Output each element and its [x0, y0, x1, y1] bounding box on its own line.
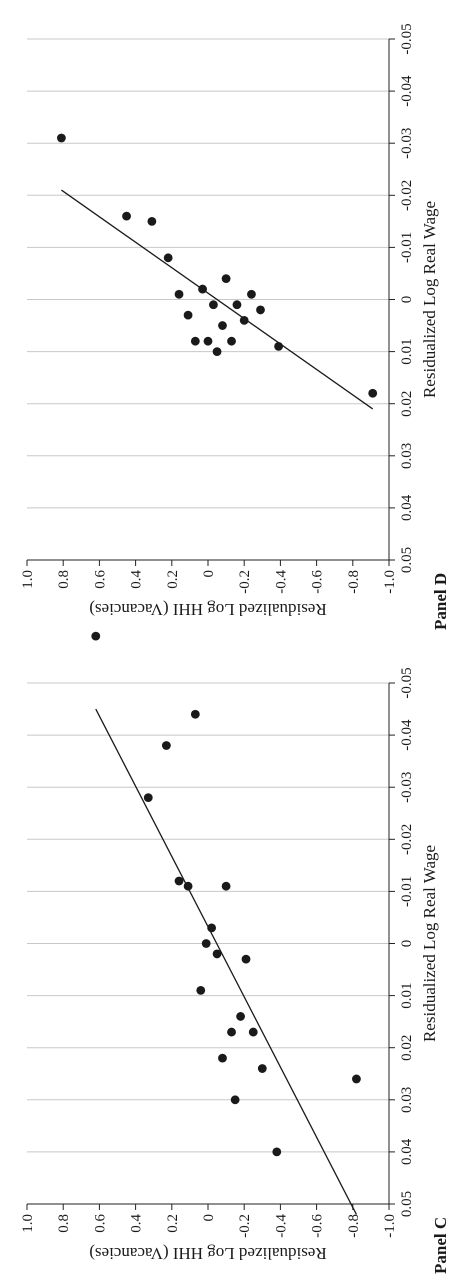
panel-title: Panel C [431, 1217, 450, 1274]
data-point [190, 709, 200, 719]
y-tick-label: -0.01 [399, 232, 415, 263]
x-tick-label: -0.2 [237, 1214, 253, 1238]
data-point [232, 300, 242, 310]
x-tick-label: -0.4 [273, 570, 289, 594]
data-point [247, 289, 256, 299]
data-point [143, 793, 153, 803]
data-point [212, 949, 222, 959]
x-tick-label: -0.4 [273, 1214, 289, 1238]
x-tick-label: 0.2 [165, 570, 181, 589]
x-tick-label: 0.8 [56, 1214, 72, 1233]
y-tick-label: -0.04 [399, 719, 415, 751]
x-tick-label: 0.6 [92, 570, 108, 589]
data-point [239, 315, 249, 325]
x-tick-label: 0.4 [129, 570, 145, 589]
x-tick-label: -1.0 [382, 1214, 398, 1238]
x-tick-label: 0.2 [165, 1214, 181, 1233]
data-point [227, 1027, 236, 1037]
x-axis-label: Residualized Log HHI (Vacancies) [89, 600, 326, 619]
data-point [183, 881, 193, 891]
y-axis-label: Residualized Log Real Wage [420, 845, 439, 1042]
x-tick-label: -0.8 [346, 1214, 362, 1238]
x-tick-label: -0.6 [310, 1214, 326, 1238]
gridlines [27, 682, 389, 1153]
x-tick-label: 1.0 [20, 1214, 36, 1233]
y-tick-label: 0.01 [399, 982, 415, 1008]
y-tick-label: -0.05 [399, 667, 415, 698]
data-point [256, 305, 265, 315]
x-axis-label: Residualized Log HHI (Vacancies) [89, 1244, 326, 1263]
y-tick-label: 0.05 [399, 1191, 415, 1217]
data-point [368, 388, 378, 398]
data-point [147, 216, 157, 226]
data-point [190, 336, 200, 346]
x-tick-label: -0.8 [346, 570, 362, 594]
data-point [236, 1012, 245, 1021]
data-point [352, 1074, 361, 1084]
data-point [91, 631, 101, 641]
y-tick-label: -0.03 [399, 128, 415, 159]
data-point [227, 336, 236, 346]
data-point [174, 289, 184, 299]
y-tick-label: 0.04 [399, 494, 415, 521]
data-point [201, 939, 211, 948]
y-tick-label: -0.05 [399, 23, 415, 54]
data-point [196, 985, 206, 995]
y-tick-label: 0 [399, 940, 415, 948]
data-point [203, 336, 213, 346]
y-tick-label: -0.01 [399, 876, 415, 907]
y-tick-label: -0.02 [399, 180, 415, 211]
y-tick-label: 0 [399, 296, 415, 304]
fit-line [95, 708, 357, 1215]
data-point [174, 876, 184, 886]
x-tick-label: -0.6 [310, 570, 326, 594]
panel-d: 0.05 0.04 0.03 0.02 0.01 0 -0.01 -0.02 -0.03 -0.0… [20, 23, 450, 630]
data-point [56, 133, 66, 143]
data-point [198, 284, 207, 294]
data-point [241, 954, 251, 964]
x-tick-label: -0.2 [237, 570, 253, 594]
data-point [218, 1053, 227, 1063]
fit-line [61, 189, 374, 410]
y-tick-label: -0.03 [399, 772, 415, 803]
data-point [212, 347, 222, 356]
x-tick-label: 0 [201, 570, 217, 578]
data-point [209, 300, 218, 310]
x-tick-label: 0.6 [92, 1214, 108, 1233]
data-point [221, 274, 231, 284]
y-tick-label: 0.03 [399, 443, 415, 469]
gridlines [27, 38, 389, 509]
panel-title: Panel D [431, 573, 450, 630]
x-tick-label: 0.4 [129, 1214, 145, 1233]
data-point [218, 321, 227, 330]
y-tick-label: 0.05 [399, 547, 415, 573]
y-tick-label: -0.04 [399, 75, 415, 107]
y-tick-label: 0.03 [399, 1087, 415, 1113]
data-point [257, 1064, 267, 1073]
data-point [183, 310, 193, 320]
data-point [207, 923, 217, 933]
x-tick-label: 1.0 [20, 570, 36, 589]
x-tick-label: -1.0 [382, 570, 398, 594]
y-tick-label: 0.02 [399, 1035, 415, 1061]
y-tick-label: -0.02 [399, 824, 415, 855]
panel-c: 0.05 0.04 0.03 0.02 0.01 0 -0.01 -0.02 -0.03 -0.0… [20, 631, 450, 1274]
data-point [272, 1147, 282, 1157]
data-point [221, 881, 231, 891]
y-tick-label: 0.02 [399, 391, 415, 417]
y-axis-label: Residualized Log Real Wage [420, 201, 439, 398]
data-point [122, 211, 131, 221]
data-point [230, 1095, 240, 1105]
data-point [274, 341, 283, 351]
y-tick-label: 0.01 [399, 338, 415, 364]
data-point [161, 741, 171, 750]
x-tick-label: 0 [201, 1214, 217, 1222]
data-point [248, 1027, 258, 1037]
x-tick-label: 0.8 [56, 570, 72, 589]
y-tick-label: 0.04 [399, 1138, 415, 1165]
data-point [163, 253, 173, 263]
